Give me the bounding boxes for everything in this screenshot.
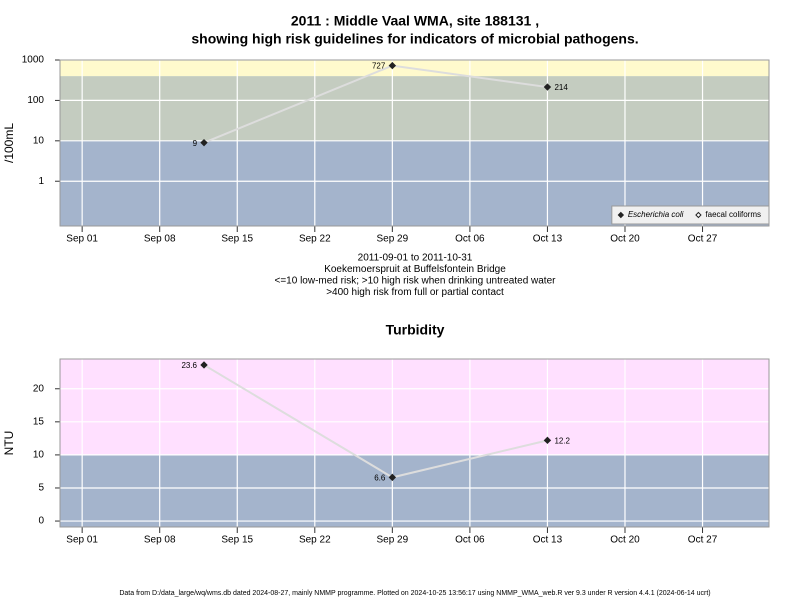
- data-label: 6.6: [374, 474, 386, 483]
- x-tick-label: Oct 13: [533, 234, 563, 245]
- x-tick-label: Sep 08: [144, 234, 176, 245]
- x-tick-label: Oct 13: [533, 535, 563, 546]
- data-label: 23.6: [181, 361, 197, 370]
- legend-label: faecal coliforms: [705, 210, 761, 219]
- x-tick-label: Sep 22: [299, 535, 331, 546]
- y-tick-label: 20: [33, 383, 45, 394]
- x-tick-label: Oct 06: [455, 234, 485, 245]
- y-tick-label: 1: [38, 176, 44, 187]
- y-tick-label: 100: [27, 95, 44, 106]
- legend-marker: [617, 211, 625, 219]
- x-tick-label: Oct 06: [455, 535, 485, 546]
- risk-band: [60, 454, 769, 527]
- data-point: [200, 361, 208, 369]
- y-tick-label: 10: [33, 135, 45, 146]
- data-point: [200, 138, 208, 147]
- x-tick-label: Sep 08: [144, 535, 176, 546]
- y-tick-label: 5: [38, 483, 44, 494]
- y-tick-label: 1000: [22, 55, 45, 66]
- plot-frame: [59, 358, 770, 528]
- data-label: 727: [372, 62, 386, 71]
- data-point: [543, 436, 552, 445]
- x-tick-label: Sep 01: [66, 234, 98, 245]
- y-axis-label: NTU: [2, 431, 16, 456]
- caption: >400 high risk from full or partial cont…: [326, 287, 504, 298]
- y-tick-label: 15: [33, 416, 45, 427]
- footer: Data from D:/data_large/wq/wms.db dated …: [119, 590, 710, 597]
- y-axis-label: /100mL: [2, 123, 16, 163]
- data-label: 9: [193, 139, 198, 148]
- x-tick-label: Sep 01: [66, 535, 98, 546]
- caption: <=10 low-med risk; >10 high risk when dr…: [275, 276, 557, 287]
- caption: Koekemoerspruit at Buffelsfontein Bridge: [324, 264, 506, 275]
- risk-band: [60, 359, 769, 455]
- data-point: [388, 473, 397, 482]
- caption: 2011-09-01 to 2011-10-31: [358, 253, 473, 264]
- y-tick-label: 0: [38, 516, 44, 527]
- x-tick-label: Oct 20: [610, 535, 640, 546]
- legend: Escherichia coli faecal coliforms: [611, 205, 770, 225]
- data-point: [388, 61, 397, 70]
- chart-title: 2011 : Middle Vaal WMA, site 188131 ,: [291, 13, 539, 29]
- x-tick-label: Sep 22: [299, 234, 331, 245]
- legend-label: Escherichia coli: [628, 210, 684, 219]
- legend-marker: [695, 211, 702, 219]
- data-label: 214: [554, 83, 568, 92]
- x-tick-label: Oct 20: [610, 234, 640, 245]
- legend-box: [611, 205, 770, 225]
- chart-title: showing high risk guidelines for indicat…: [191, 31, 638, 47]
- x-tick-label: Sep 15: [221, 535, 253, 546]
- y-tick-label: 10: [33, 450, 45, 461]
- x-tick-label: Oct 27: [688, 234, 718, 245]
- risk-band: [60, 76, 769, 141]
- data-label: 12.2: [554, 436, 570, 445]
- chart-title: Turbidity: [386, 322, 445, 338]
- data-point: [543, 83, 552, 91]
- plot-frame: [59, 59, 770, 227]
- x-tick-label: Oct 27: [688, 535, 718, 546]
- x-tick-label: Sep 15: [221, 234, 253, 245]
- x-tick-label: Sep 29: [376, 234, 408, 245]
- x-tick-label: Sep 29: [376, 535, 408, 546]
